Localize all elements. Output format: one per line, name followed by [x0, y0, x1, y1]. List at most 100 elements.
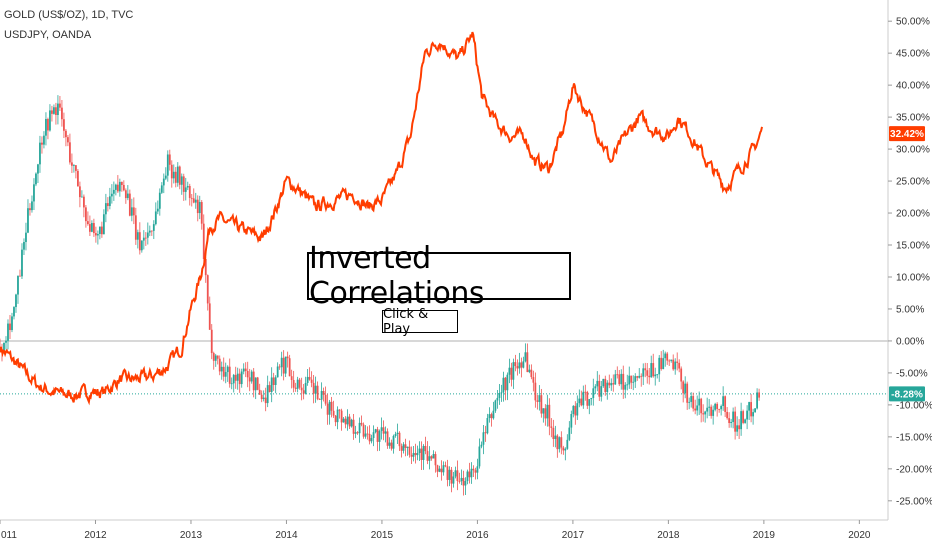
usdjpy-candle: [268, 385, 271, 392]
usdjpy-candle: [710, 406, 713, 416]
usdjpy-candle: [704, 411, 707, 415]
usdjpy-candle: [396, 432, 399, 434]
usdjpy-candle: [55, 107, 57, 115]
usdjpy-candle: [536, 400, 539, 402]
usdjpy-candle: [248, 377, 251, 382]
usdjpy-candle: [640, 375, 643, 377]
usdjpy-candle: [206, 275, 209, 304]
legend-usdjpy[interactable]: USDJPY, OANDA: [4, 29, 92, 41]
usdjpy-candle: [644, 368, 647, 371]
gold-last-price-badge: 32.42%: [889, 126, 925, 142]
usdjpy-candle: [498, 393, 501, 398]
y-tick-label: -5.00%: [896, 368, 928, 379]
usdjpy-candle: [490, 414, 493, 419]
usdjpy-candle: [370, 438, 373, 442]
usdjpy-candle: [300, 387, 303, 391]
usdjpy-candle: [328, 401, 331, 415]
usdjpy-candle: [180, 176, 183, 185]
usdjpy-candle: [568, 427, 571, 440]
usdjpy-candle: [598, 380, 601, 397]
usdjpy-candle: [260, 394, 263, 400]
usdjpy-candle: [578, 398, 581, 404]
usdjpy-candle: [65, 130, 67, 138]
usdjpy-candle: [444, 465, 447, 467]
click-and-play-button[interactable]: Click & Play: [382, 307, 458, 337]
usdjpy-candle: [412, 452, 415, 457]
usdjpy-candle: [478, 446, 481, 467]
usdjpy-candle: [624, 384, 627, 390]
usdjpy-candle: [734, 411, 737, 432]
usdjpy-candle: [430, 456, 433, 459]
usdjpy-candle: [636, 376, 639, 378]
usdjpy-candle: [434, 454, 437, 466]
usdjpy-candle: [162, 178, 165, 186]
usdjpy-candle: [380, 427, 383, 431]
usdjpy-candle: [614, 374, 617, 385]
usdjpy-candle: [334, 415, 337, 423]
usdjpy-candle: [266, 385, 269, 404]
usdjpy-candle: [212, 353, 215, 361]
usdjpy-candle: [404, 444, 407, 448]
usdjpy-candles: [0, 95, 760, 496]
usdjpy-candle: [482, 432, 485, 445]
usdjpy-candle: [428, 456, 431, 461]
usdjpy-candle: [262, 397, 265, 400]
usdjpy-candle: [522, 361, 525, 368]
usdjpy-candle: [634, 376, 637, 382]
usdjpy-candle: [448, 469, 451, 480]
usdjpy-candle: [198, 202, 201, 214]
usdjpy-candle: [756, 392, 758, 409]
usdjpy-candle: [184, 187, 187, 192]
usdjpy-candle: [584, 391, 587, 393]
x-tick-label: 2018: [657, 530, 680, 541]
usdjpy-candle: [57, 103, 59, 115]
usdjpy-candle: [77, 170, 79, 187]
usdjpy-candle: [322, 391, 325, 395]
usdjpy-candle: [278, 366, 281, 368]
usdjpy-candle: [574, 405, 577, 416]
usdjpy-candle: [446, 466, 449, 480]
usdjpy-candle: [342, 418, 345, 423]
usdjpy-candle: [402, 444, 405, 451]
usdjpy-candle: [290, 376, 293, 381]
usdjpy-candle: [238, 373, 241, 385]
usdjpy-candle: [592, 388, 595, 398]
usdjpy-candle: [718, 408, 721, 410]
usdjpy-candle: [372, 432, 375, 439]
gold-series-line: [0, 31, 763, 406]
usdjpy-candle: [494, 400, 497, 411]
usdjpy-candle: [116, 184, 119, 192]
usdjpy-candle: [274, 377, 277, 385]
usdjpy-candle: [3, 342, 5, 352]
price-axis[interactable]: 50.00% 45.00% 40.00% 35.00% 30.00% 25.00% 20.0…: [888, 17, 932, 508]
usdjpy-candle: [652, 363, 655, 377]
usdjpy-candle: [660, 357, 663, 370]
y-tick-label: 30.00%: [896, 145, 930, 156]
usdjpy-candle: [492, 410, 495, 419]
usdjpy-candle: [418, 448, 421, 454]
usdjpy-candle: [594, 386, 597, 389]
usdjpy-candle: [740, 411, 743, 430]
usdjpy-candle: [346, 416, 349, 425]
usdjpy-candle: [552, 427, 555, 439]
time-axis[interactable]: 011 2012 2013 2014 2015 2016 2017 2018 2019 2020: [0, 520, 871, 541]
usdjpy-candle: [622, 373, 625, 390]
usdjpy-candle: [564, 448, 567, 451]
legend-gold[interactable]: GOLD (US$/OZ), 1D, TVC: [4, 9, 134, 21]
usdjpy-candle: [152, 224, 155, 231]
usdjpy-candle: [344, 418, 347, 425]
x-tick-label: 2016: [466, 530, 489, 541]
usdjpy-candle: [59, 103, 61, 108]
usdjpy-candle: [130, 207, 133, 216]
usdjpy-candle: [518, 362, 521, 369]
usdjpy-candle: [336, 409, 339, 423]
usdjpy-candle: [292, 380, 295, 388]
usdjpy-candle: [27, 208, 29, 233]
usdjpy-candle: [67, 137, 69, 143]
usdjpy-candle: [520, 362, 523, 368]
usdjpy-candle: [114, 184, 117, 190]
usdjpy-candle: [63, 119, 65, 131]
gold-last-price-label: 32.42%: [890, 129, 924, 140]
usdjpy-candle: [7, 323, 9, 341]
